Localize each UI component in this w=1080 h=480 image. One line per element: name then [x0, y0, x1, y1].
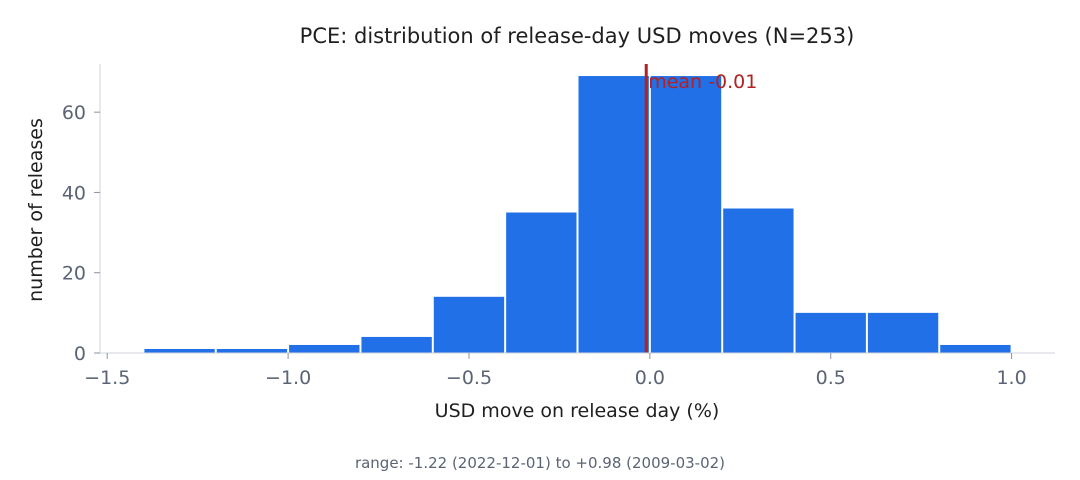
- y-tick-label: 0: [74, 343, 86, 365]
- x-axis-label: USD move on release day (%): [435, 400, 720, 422]
- histogram-bar: [506, 212, 577, 353]
- x-tick-label: −1.5: [84, 367, 130, 389]
- x-tick-label: −0.5: [446, 367, 492, 389]
- histogram-bar: [650, 76, 722, 354]
- histogram-bar: [289, 344, 360, 353]
- histogram-bar: [361, 336, 432, 353]
- chart-title: PCE: distribution of release-day USD mov…: [300, 24, 855, 48]
- x-tick-label: 1.0: [996, 367, 1026, 389]
- histogram-bar: [940, 344, 1011, 353]
- histogram-bar: [216, 348, 288, 353]
- y-axis-label: number of releases: [25, 118, 47, 302]
- x-tick-label: −1.0: [265, 367, 311, 389]
- bars-group: [144, 76, 1011, 354]
- histogram-bar: [433, 296, 505, 353]
- x-tick-label: 0.5: [816, 367, 846, 389]
- histogram-bar: [867, 312, 939, 353]
- axes-group: −1.5 −1.0 −0.5 0.0 0.5 1.0 0 20 40 60: [62, 64, 1055, 389]
- y-tick-label: 60: [62, 102, 86, 124]
- range-footnote: range: -1.22 (2022-12-01) to +0.98 (2009…: [354, 454, 726, 472]
- histogram-bar: [578, 76, 649, 354]
- reference-lines: [644, 64, 651, 353]
- y-tick-label: 40: [62, 182, 86, 204]
- x-tick-label: 0.0: [635, 367, 665, 389]
- y-tick-label: 20: [62, 263, 86, 285]
- histogram-bar: [723, 208, 794, 353]
- histogram-bar: [144, 348, 215, 353]
- histogram-bar: [795, 312, 866, 353]
- mean-annotation: mean -0.01: [648, 71, 757, 93]
